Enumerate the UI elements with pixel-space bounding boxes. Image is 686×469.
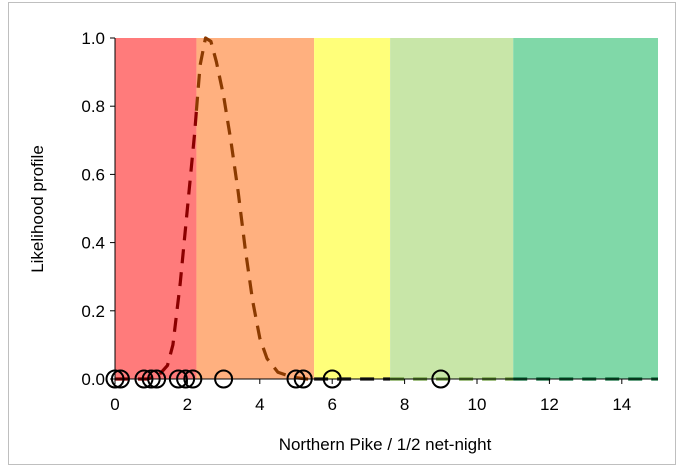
y-tick-label: 0.2	[81, 302, 105, 321]
ticks-layer: 0.0 0.2 0.4 0.6 0.8 1.0 0 2 4 6 8 10 12 14	[81, 29, 631, 414]
x-axis-label: Northern Pike / 1/2 net-night	[279, 435, 492, 454]
x-tick-label: 14	[612, 395, 631, 414]
x-tick-label: 10	[468, 395, 487, 414]
x-tick-label: 6	[327, 395, 336, 414]
y-tick-label: 0.4	[81, 234, 105, 253]
band-1	[196, 38, 315, 379]
x-tick-label: 4	[255, 395, 264, 414]
y-tick-label: 0.8	[81, 97, 105, 116]
band-3	[390, 38, 514, 379]
band-0	[115, 38, 197, 379]
band-4	[513, 38, 658, 379]
y-tick-label: 1.0	[81, 29, 105, 48]
y-tick-label: 0.6	[81, 165, 105, 184]
curve-segment-1	[194, 36, 315, 381]
x-tick-label: 2	[183, 395, 192, 414]
y-tick-label: 0.0	[81, 370, 105, 389]
bands-layer	[115, 38, 658, 379]
y-axis-label: Likelihood profile	[28, 145, 47, 273]
axes-layer	[114, 38, 658, 380]
x-tick-label: 8	[400, 395, 409, 414]
x-tick-label: 12	[540, 395, 559, 414]
curve-segment-0	[115, 110, 198, 381]
band-2	[314, 38, 391, 379]
x-tick-label: 0	[110, 395, 119, 414]
